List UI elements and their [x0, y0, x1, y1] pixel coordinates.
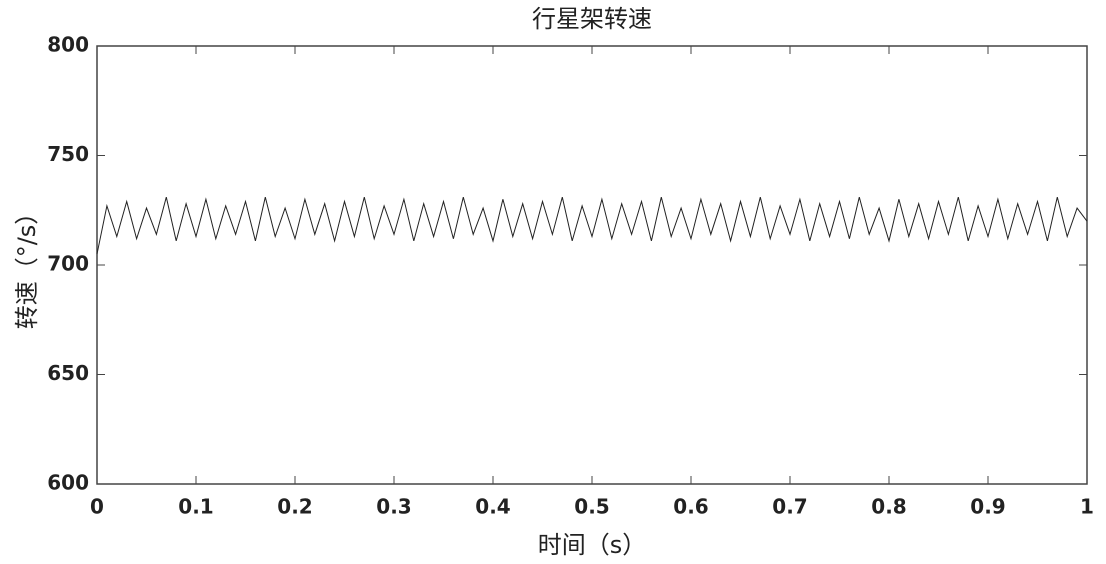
plot-frame [96, 45, 1088, 485]
x-tick-label: 1 [1080, 495, 1094, 519]
x-tick-label: 0.2 [277, 495, 312, 519]
y-tick-label: 700 [47, 252, 89, 276]
y-tick-label: 750 [47, 142, 89, 166]
y-tick-label: 600 [47, 471, 89, 495]
x-tick-label: 0.6 [673, 495, 708, 519]
x-tick-label: 0.7 [772, 495, 807, 519]
x-tick-label: 0.8 [871, 495, 906, 519]
y-tick-label: 650 [47, 361, 89, 385]
x-tick-label: 0 [90, 495, 104, 519]
x-tick-label: 0.5 [574, 495, 609, 519]
x-tick-label: 0.9 [970, 495, 1005, 519]
x-tick-label: 0.1 [178, 495, 213, 519]
y-tick-label: 800 [47, 33, 89, 57]
chart-title: 行星架转速 [532, 5, 652, 33]
x-tick-label: 0.3 [376, 495, 411, 519]
y-axis-label: 转速（°/s） [13, 201, 41, 330]
data-line [96, 196, 1088, 255]
x-axis-label: 时间（s） [538, 531, 647, 559]
x-tick-label: 0.4 [475, 495, 510, 519]
